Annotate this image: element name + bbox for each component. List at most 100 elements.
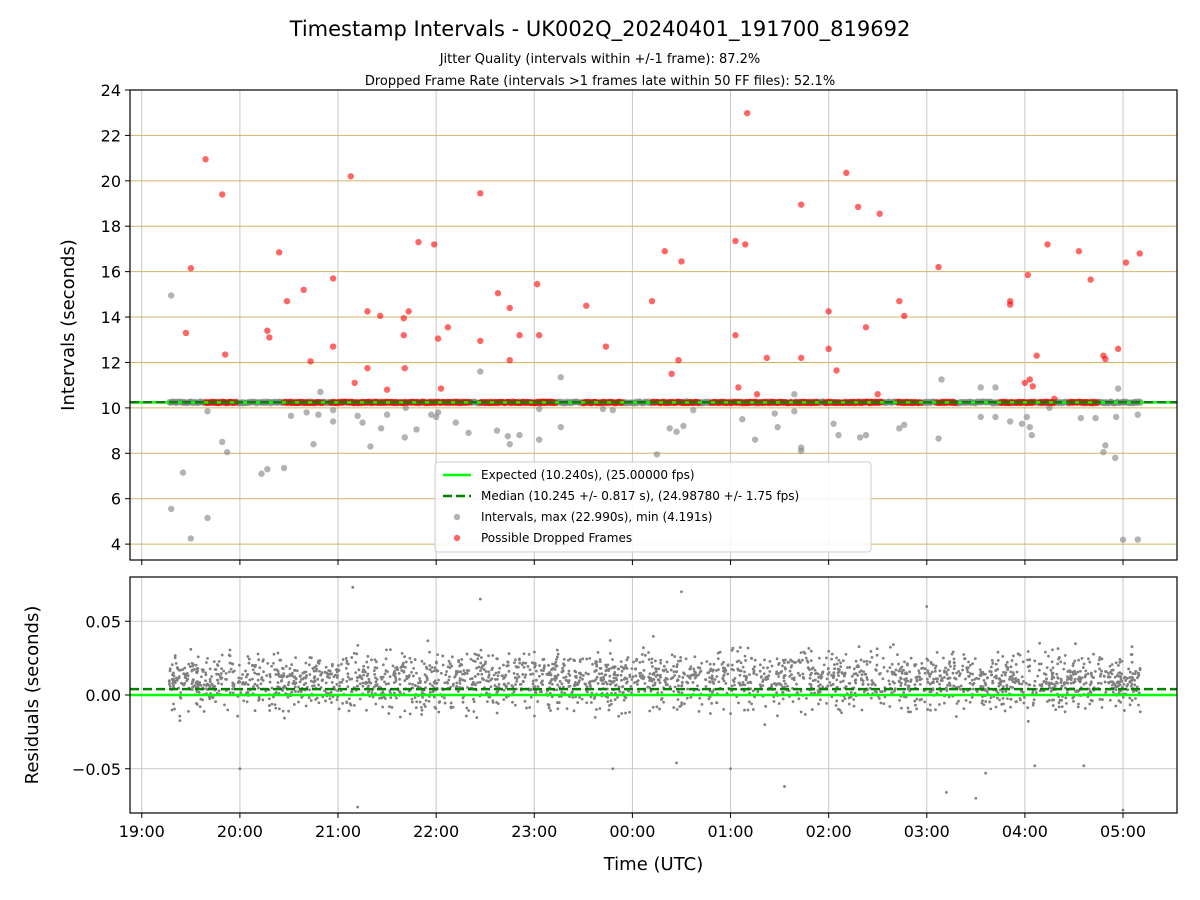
residual-point xyxy=(710,674,714,678)
residual-point xyxy=(227,670,231,674)
residual-point xyxy=(475,666,479,670)
residual-point xyxy=(1083,675,1087,679)
dropped-frame-point xyxy=(901,312,908,320)
residual-point xyxy=(631,675,635,679)
residual-point xyxy=(996,691,1000,695)
dropped-frame-point xyxy=(202,156,209,163)
residual-point xyxy=(925,677,929,681)
residual-point xyxy=(187,709,190,713)
residual-point xyxy=(231,691,235,695)
residual-point xyxy=(686,674,690,678)
residual-point xyxy=(1073,669,1076,673)
residual-point xyxy=(1130,684,1133,688)
residual-point xyxy=(940,676,944,680)
residual-point xyxy=(620,665,623,669)
residual-point xyxy=(759,663,762,667)
residual-point xyxy=(826,684,830,688)
residual-point xyxy=(879,701,883,705)
residual-point xyxy=(897,679,901,683)
residual-point xyxy=(832,671,836,675)
residual-point xyxy=(463,679,467,682)
residual-point xyxy=(297,700,300,704)
residual-point xyxy=(1088,702,1092,706)
residual-point xyxy=(741,680,745,684)
residual-point xyxy=(1097,658,1101,662)
residual-point xyxy=(1115,685,1119,689)
residual-point xyxy=(693,655,697,659)
residual-point xyxy=(817,675,821,679)
residual-point xyxy=(952,660,956,664)
interval-point xyxy=(329,418,337,425)
residual-point xyxy=(217,660,221,663)
residual-point xyxy=(286,683,290,687)
residual-point xyxy=(704,678,707,681)
residual-point xyxy=(403,679,407,683)
residual-point xyxy=(1045,700,1049,703)
residual-point xyxy=(1049,689,1053,693)
residual-point xyxy=(836,707,840,711)
residual-point xyxy=(561,666,564,670)
interval-point xyxy=(690,406,697,414)
residual-point xyxy=(898,699,901,702)
residual-point xyxy=(708,669,712,673)
residual-point xyxy=(726,672,730,676)
residual-point xyxy=(179,668,182,672)
residual-point xyxy=(970,678,974,682)
residual-point xyxy=(905,672,909,676)
residual-point xyxy=(1044,682,1048,685)
residual-point xyxy=(477,654,481,657)
dropped-frame-point xyxy=(307,358,314,365)
residual-point xyxy=(903,682,907,686)
residual-point xyxy=(319,672,323,676)
residual-point xyxy=(384,657,388,661)
residual-point xyxy=(400,669,404,672)
interval-point xyxy=(434,409,442,416)
residual-point xyxy=(315,696,319,700)
residual-point xyxy=(782,661,786,665)
residual-point xyxy=(502,688,506,692)
residual-point xyxy=(843,697,847,701)
residual-point xyxy=(410,697,414,701)
residual-point xyxy=(762,672,766,676)
residual-point xyxy=(1009,685,1013,689)
residual-point xyxy=(533,665,537,669)
residual-point xyxy=(522,680,525,684)
residual-point xyxy=(983,672,987,676)
residual-point xyxy=(770,685,774,689)
residual-point xyxy=(547,703,551,707)
residual-point xyxy=(1107,681,1111,685)
residual-point xyxy=(487,675,490,679)
residual-point xyxy=(753,658,757,662)
residual-point xyxy=(345,701,349,705)
residual-point xyxy=(532,685,536,689)
residual-point xyxy=(1074,672,1078,676)
residual-point xyxy=(1026,658,1030,662)
residual-point xyxy=(672,670,676,674)
residual-point xyxy=(874,668,878,671)
residual-point xyxy=(621,690,625,694)
residual-point xyxy=(560,682,564,686)
residual-point xyxy=(711,668,715,672)
residual-point xyxy=(996,667,1000,671)
residual-point xyxy=(676,678,680,682)
residual-point xyxy=(685,696,689,700)
residual-point xyxy=(693,670,696,673)
residual-point xyxy=(578,696,581,699)
residual-point xyxy=(541,683,545,687)
residual-point xyxy=(473,652,477,656)
residual-point xyxy=(299,690,303,694)
residual-point xyxy=(455,681,459,685)
residual-point xyxy=(424,699,428,702)
residual-point xyxy=(743,683,747,687)
residual-point xyxy=(578,676,582,679)
interval-point xyxy=(1119,536,1127,543)
interval-point xyxy=(303,409,310,416)
residual-point xyxy=(475,716,479,719)
residual-point xyxy=(1060,684,1064,688)
residual-point xyxy=(1098,697,1102,701)
residual-point xyxy=(374,676,377,680)
residual-point xyxy=(312,680,315,684)
residual-point xyxy=(820,675,824,679)
residual-point xyxy=(1082,682,1086,686)
residual-point xyxy=(656,673,659,677)
